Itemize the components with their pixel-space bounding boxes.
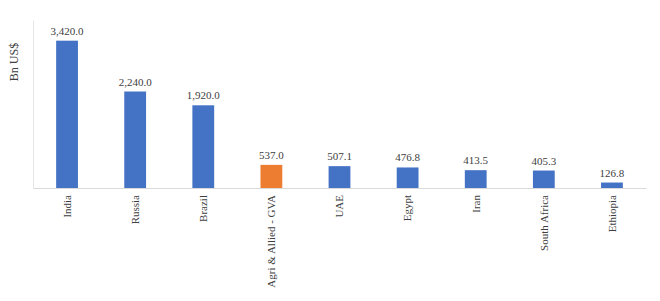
data-label: 2,240.0 <box>119 76 153 88</box>
y-axis-title: Bn US$ <box>7 43 21 81</box>
data-label: 3,420.0 <box>51 25 85 37</box>
data-label: 1,920.0 <box>187 89 221 101</box>
data-label: 507.1 <box>327 150 352 162</box>
y-axis-line <box>33 21 34 189</box>
bar <box>260 165 282 188</box>
chart: India Russia Brazil Agri & Allied - GVA UAE E… <box>0 0 660 301</box>
x-axis-line <box>34 188 647 189</box>
x-tick: India <box>61 188 73 218</box>
bar <box>192 105 214 188</box>
data-label: 413.5 <box>463 154 488 166</box>
bar <box>124 92 146 188</box>
x-tick-label: Russia <box>129 195 141 224</box>
data-label: 405.3 <box>531 155 556 167</box>
x-tick: Egypt <box>401 188 413 221</box>
y-axis <box>33 21 34 189</box>
x-tick-label: UAE <box>333 195 345 218</box>
x-tick-label: Egypt <box>401 195 413 221</box>
x-tick: South Africa <box>538 188 550 251</box>
x-tick: Russia <box>129 188 141 224</box>
bar <box>533 171 555 188</box>
bar <box>397 167 419 188</box>
plot: India Russia Brazil Agri & Allied - GVA UAE E… <box>34 21 647 288</box>
x-tick: UAE <box>333 188 345 218</box>
x-tick: Brazil <box>197 188 209 222</box>
bar <box>601 183 623 188</box>
x-tick-label: India <box>61 195 73 218</box>
bar <box>56 41 78 188</box>
x-tick: Iran <box>470 188 482 213</box>
data-labels: 3,420.0 2,240.0 1,920.0 537.0 507.1 476.8 413.… <box>51 25 625 179</box>
x-tick: Ethiopia <box>606 188 618 232</box>
x-tick-label: Ethiopia <box>606 195 618 232</box>
x-tick-label: Iran <box>470 195 482 213</box>
bar <box>465 170 487 188</box>
x-tick-label: Brazil <box>197 195 209 222</box>
x-tick-label: South Africa <box>538 195 550 251</box>
bar <box>329 166 351 188</box>
data-label: 476.8 <box>395 151 420 163</box>
bars <box>56 41 623 188</box>
x-axis: India Russia Brazil Agri & Allied - GVA UAE E… <box>34 188 647 288</box>
data-label: 126.8 <box>600 167 625 179</box>
x-tick-label: Agri & Allied - GVA <box>265 195 277 288</box>
x-tick: Agri & Allied - GVA <box>265 188 277 288</box>
data-label: 537.0 <box>259 149 284 161</box>
